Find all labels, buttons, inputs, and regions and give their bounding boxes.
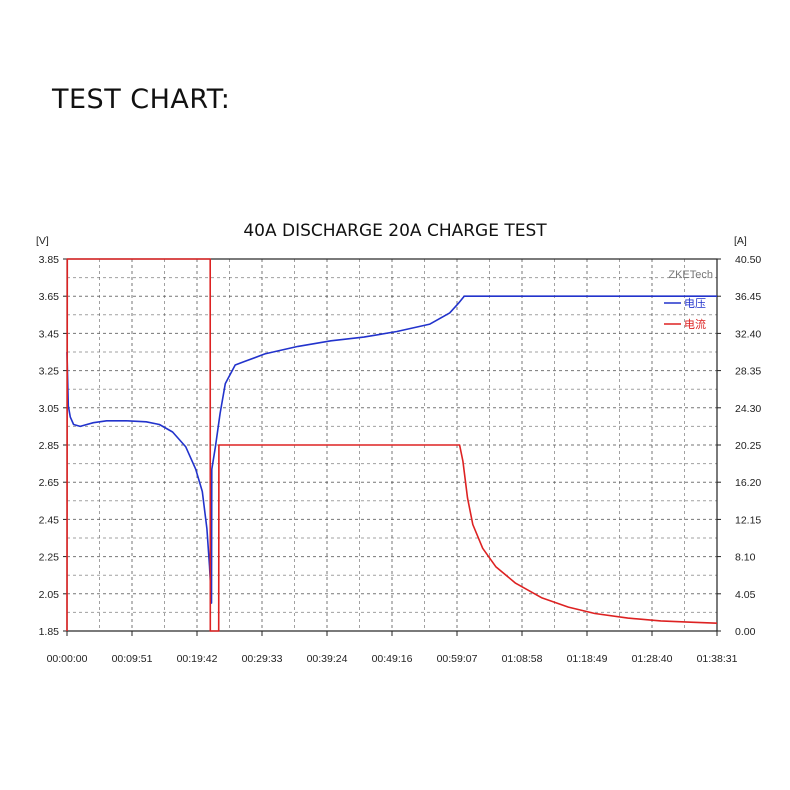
- x-tick-label: 00:29:33: [242, 653, 283, 665]
- y-left-unit-label: [V]: [36, 235, 49, 247]
- x-tick-label: 01:18:49: [567, 653, 608, 665]
- x-tick-label: 00:39:24: [307, 653, 348, 665]
- legend-label: 电压: [684, 297, 706, 310]
- x-tick-label: 01:38:31: [697, 653, 738, 665]
- y-left-tick-label: 3.25: [39, 366, 60, 378]
- y-left-tick-label: 2.85: [39, 440, 60, 452]
- y-right-tick-label: 28.35: [735, 366, 761, 378]
- x-tick-label: 00:49:16: [372, 653, 413, 665]
- x-tick-label: 00:00:00: [47, 653, 88, 665]
- y-right-tick-label: 16.20: [735, 477, 761, 489]
- y-left-tick-label: 3.85: [39, 254, 60, 266]
- y-left-tick-label: 3.45: [39, 328, 60, 340]
- x-tick-label: 00:19:42: [177, 653, 218, 665]
- series-line-2: [66, 258, 718, 632]
- x-tick-label: 01:08:58: [502, 653, 543, 665]
- y-left-tick-label: 1.85: [39, 626, 60, 638]
- y-left-tick-label: 2.05: [39, 589, 60, 601]
- y-right-unit-label: [A]: [734, 235, 747, 247]
- x-tick-label: 01:28:40: [632, 653, 673, 665]
- y-right-tick-label: 36.45: [735, 291, 761, 303]
- y-right-tick-label: 40.50: [735, 254, 761, 266]
- y-right-tick-label: 12.15: [735, 514, 761, 526]
- y-left-tick-label: 2.25: [39, 552, 60, 564]
- legend-label: 电流: [684, 317, 706, 331]
- series-lines: [66, 258, 718, 632]
- y-left-tick-label: 3.05: [39, 403, 60, 415]
- y-right-tick-label: 20.25: [735, 440, 761, 452]
- x-tick-label: 00:09:51: [112, 653, 153, 665]
- y-left-tick-label: 3.65: [39, 291, 60, 303]
- y-right-tick-label: 0.00: [735, 626, 756, 638]
- y-right-tick-label: 32.40: [735, 328, 761, 340]
- watermark: ZKETech: [668, 269, 713, 281]
- y-right-tick-label: 8.10: [735, 552, 756, 564]
- y-left-tick-label: 2.65: [39, 477, 60, 489]
- x-tick-label: 00:59:07: [437, 653, 478, 665]
- y-left-tick-label: 2.45: [39, 514, 60, 526]
- y-right-tick-label: 24.30: [735, 403, 761, 415]
- chart-title: 40A DISCHARGE 20A CHARGE TEST: [243, 221, 547, 241]
- page-heading: TEST CHART:: [52, 84, 231, 115]
- axes: 3.85 3.65 3.45 3.25 3.05 2.85 2.65 2.45 2.25 2.05…: [36, 235, 761, 665]
- y-right-tick-label: 4.05: [735, 589, 756, 601]
